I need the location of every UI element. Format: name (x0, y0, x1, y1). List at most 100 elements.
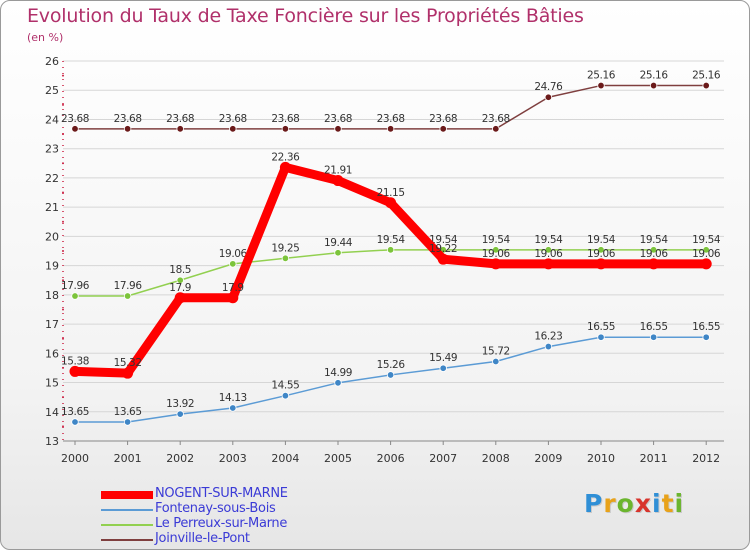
data-point (281, 125, 290, 133)
data-point (702, 333, 710, 341)
data-label: 23.68 (271, 113, 299, 125)
x-tick-label: 2002 (166, 452, 194, 465)
data-label: 19.25 (271, 242, 299, 254)
data-point (702, 81, 710, 90)
data-label: 14.55 (271, 380, 299, 392)
y-tick-label: 22 (45, 172, 59, 185)
legend-swatch-nogent (101, 491, 153, 499)
series-fontenay-sous-bois: 13.65 13.65 13.92 14.13 14.55 14.99 15.26 15.49… (61, 321, 721, 426)
data-label: 13.65 (114, 406, 142, 418)
data-point (649, 333, 658, 341)
logo-letter: i (652, 489, 662, 518)
data-point (229, 260, 237, 268)
data-label: 14.13 (219, 392, 247, 404)
data-point (544, 93, 553, 101)
data-label: 19.54 (587, 234, 616, 246)
data-point (597, 246, 605, 254)
data-point (71, 418, 79, 426)
x-tick-label: 2007 (429, 452, 457, 465)
x-tick-label: 2005 (324, 452, 352, 465)
data-point (490, 258, 502, 270)
data-label: 15.49 (429, 352, 457, 364)
data-point (334, 379, 342, 387)
y-minor-tick (62, 279, 64, 282)
data-label: 17.9 (222, 282, 244, 294)
data-label: 19.06 (640, 248, 669, 260)
data-point (334, 125, 342, 133)
x-tick-label: 2011 (640, 452, 668, 465)
data-point (649, 246, 658, 254)
legend-label-joinville: Joinville-le-Pont (155, 531, 250, 546)
y-tick-label: 13 (45, 435, 59, 448)
y-minor-tick (62, 250, 64, 252)
data-label: 16.55 (640, 321, 668, 333)
data-label: 23.68 (324, 113, 352, 125)
data-point (334, 249, 342, 257)
data-label: 19.06 (534, 248, 563, 260)
data-point (122, 367, 134, 379)
data-label: 25.16 (587, 70, 616, 82)
data-label: 17.96 (114, 280, 143, 292)
y-tick-label: 16 (45, 347, 59, 360)
series-joinville-le-pont: 23.68 23.68 23.68 23.68 23.68 23.68 23.68 23.68… (61, 70, 721, 133)
y-tick-label: 24 (45, 113, 59, 126)
y-minor-tick (62, 220, 64, 223)
data-point (123, 292, 132, 300)
data-label: 23.68 (219, 113, 247, 125)
data-label: 23.68 (482, 113, 510, 125)
data-point (386, 371, 395, 379)
x-tick-label: 2003 (219, 452, 247, 465)
legend-label-fontenay: Fontenay-sous-Bois (155, 501, 276, 516)
data-label: 19.54 (429, 234, 458, 246)
data-label: 19.06 (482, 248, 511, 260)
data-point (492, 246, 500, 254)
data-label: 16.55 (692, 321, 720, 333)
y-minor-tick (62, 74, 64, 77)
y-tick-label: 21 (45, 201, 59, 214)
data-label: 18.5 (169, 264, 191, 276)
data-point (597, 81, 605, 90)
data-label: 13.92 (166, 398, 194, 410)
data-label: 16.55 (587, 321, 615, 333)
data-point (386, 246, 395, 254)
data-label: 15.72 (482, 345, 510, 357)
data-label: 19.54 (534, 234, 563, 246)
chart-unit-label: (en %) (27, 31, 64, 44)
data-point (439, 125, 447, 133)
y-minor-tick (62, 337, 64, 340)
x-tick-label: 2008 (482, 452, 510, 465)
legend-label-perreux: Le Perreux-sur-Marne (155, 516, 288, 531)
y-minor-tick (62, 103, 64, 106)
data-point (279, 161, 291, 173)
data-point (229, 125, 237, 133)
data-point (332, 175, 344, 187)
data-point (700, 258, 712, 270)
data-label: 14.99 (324, 367, 352, 379)
data-point (542, 258, 554, 270)
data-point (281, 254, 290, 263)
data-label: 19.06 (692, 248, 721, 260)
data-label: 17.96 (61, 280, 90, 292)
data-label: 23.68 (429, 113, 457, 125)
data-point (176, 276, 184, 284)
data-label: 16.23 (534, 331, 562, 343)
data-point (385, 197, 397, 209)
y-tick-label: 15 (45, 377, 59, 390)
data-label: 19.54 (640, 234, 669, 246)
data-point (123, 125, 132, 133)
data-point (69, 365, 81, 377)
logo-letter: r (603, 489, 617, 518)
y-tick-label: 23 (45, 143, 59, 156)
x-tick-label: 2012 (692, 452, 720, 465)
y-tick-label: 20 (45, 230, 59, 243)
logo-letter: o (616, 489, 635, 518)
legend-label-nogent: NOGENT-SUR-MARNE (155, 486, 288, 501)
data-point (229, 404, 237, 412)
x-tick-label: 2000 (61, 452, 89, 465)
x-tick-label: 2004 (271, 452, 299, 465)
y-tick-label: 17 (45, 318, 59, 331)
x-tick-label: 2009 (534, 452, 562, 465)
